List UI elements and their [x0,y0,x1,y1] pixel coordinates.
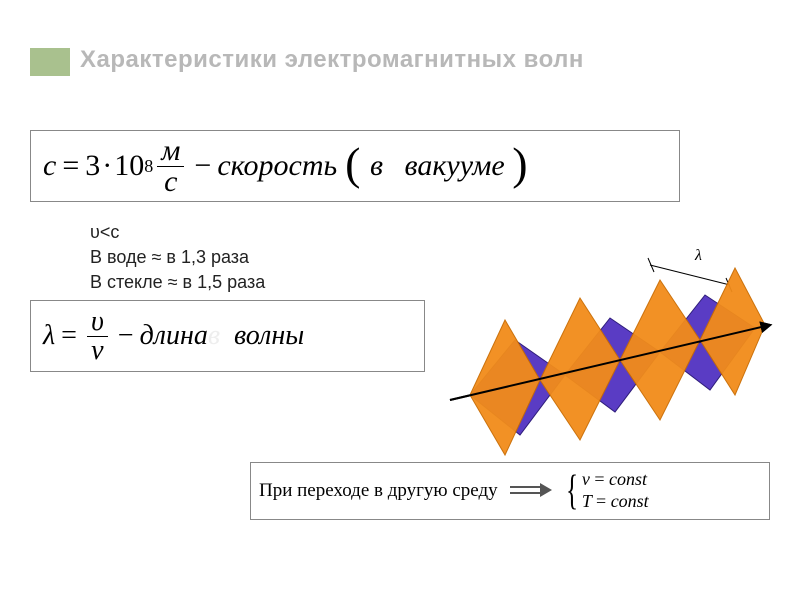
equals2: = [61,320,77,352]
unit-num: м [157,136,184,167]
ten: 10 [114,149,144,183]
unit-den: с [160,167,181,197]
accent-bar [30,48,70,76]
lambda-num: υ [87,308,108,337]
ghost-char: в [208,320,220,352]
speed-word: скорость [217,149,337,183]
const-line1: ν = const [582,469,649,491]
implies-icon [508,476,552,506]
minus: − [194,149,211,183]
speed-formula-box: c = 3 · 108 м с − скорость ( в вакууме ) [30,130,680,202]
dot: · [102,149,112,183]
length-word: длина [140,320,208,352]
lambda-formula-box: λ = υ ν − длина в волны [30,300,425,372]
lambda-fraction: υ ν [87,308,108,365]
medium-info: υ<c В воде ≈ в 1,3 раза В стекле ≈ в 1,5… [90,220,265,296]
minus2: − [118,320,134,352]
transition-text: При переходе в другую среду [259,480,498,502]
lparen-icon: ( [345,138,360,189]
medium-line3: В стекле ≈ в 1,5 раза [90,270,265,295]
medium-line1: υ<c [90,220,265,245]
rparen-icon: ) [512,138,527,189]
in-word: в [370,149,383,182]
var-c: c [43,149,56,183]
lambda-den: ν [87,337,107,365]
em-wave-diagram: λ [430,230,790,460]
const-group: ν = const T = const [582,469,649,512]
lbrace-icon: { [566,481,578,502]
transition-box: При переходе в другую среду { ν = const … [250,462,770,520]
lambda-label: λ [694,247,702,264]
unit-fraction: м с [157,136,184,197]
const-line2: T = const [582,491,649,513]
slide-title: Характеристики электромагнитных волн [80,46,584,74]
var-lambda: λ [43,320,55,352]
vacuum-word: вакууме [405,149,505,182]
wave-word: волны [234,320,304,352]
exp: 8 [144,156,153,177]
paren-group: ( в вакууме ) [345,149,527,183]
equals: = [62,149,79,183]
medium-line2: В воде ≈ в 1,3 раза [90,245,265,270]
coef: 3 [85,149,100,183]
